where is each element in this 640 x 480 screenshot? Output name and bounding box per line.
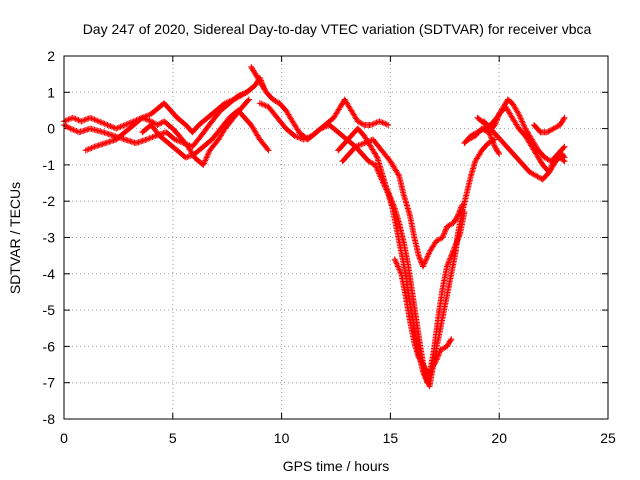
y-tick-label: -3 [43, 230, 56, 246]
x-tick-label: 5 [169, 430, 177, 446]
y-tick-label: 2 [47, 48, 55, 64]
x-tick-label: 15 [383, 430, 399, 446]
y-tick-label: -7 [43, 375, 56, 391]
data-series-arc-4 [139, 107, 272, 161]
data-series-arc-14 [531, 114, 568, 136]
x-tick-label: 10 [274, 430, 290, 446]
x-axis-label: GPS time / hours [283, 458, 390, 474]
data-point-markers [531, 114, 568, 136]
y-tick-label: -2 [43, 193, 56, 209]
x-tick-label: 25 [600, 430, 616, 446]
y-tick-label: 0 [47, 121, 55, 137]
data-point-markers [474, 114, 503, 158]
y-axis-label: SDTVAR / TECUs [7, 182, 23, 294]
data-layer [61, 63, 568, 390]
data-series-arc-6 [256, 100, 466, 270]
chart-title: Day 247 of 2020, Sidereal Day-to-day VTE… [83, 21, 592, 37]
data-point-markers [82, 96, 252, 168]
y-tick-label: 1 [47, 84, 55, 100]
y-tick-label: -1 [43, 157, 56, 173]
y-tick-label: -8 [43, 411, 56, 427]
data-point-markers [391, 209, 468, 379]
y-tick-label: -4 [43, 266, 56, 282]
x-tick-label: 20 [491, 430, 507, 446]
x-tick-label: 0 [60, 430, 68, 446]
data-series-arc-3 [82, 96, 252, 168]
plot-frame [63, 55, 609, 420]
y-tick-label: -6 [43, 338, 56, 354]
data-point-markers [256, 100, 466, 270]
data-series-arc-9 [391, 209, 468, 379]
data-point-markers [139, 107, 272, 161]
ticks-layer: 0 5 10 15 20 25 -8 -7 -6 -5 -4 -3 -2 -1 0 1 2 [43, 48, 616, 446]
data-series-arc-13 [474, 114, 503, 158]
y-tick-label: -5 [43, 302, 56, 318]
